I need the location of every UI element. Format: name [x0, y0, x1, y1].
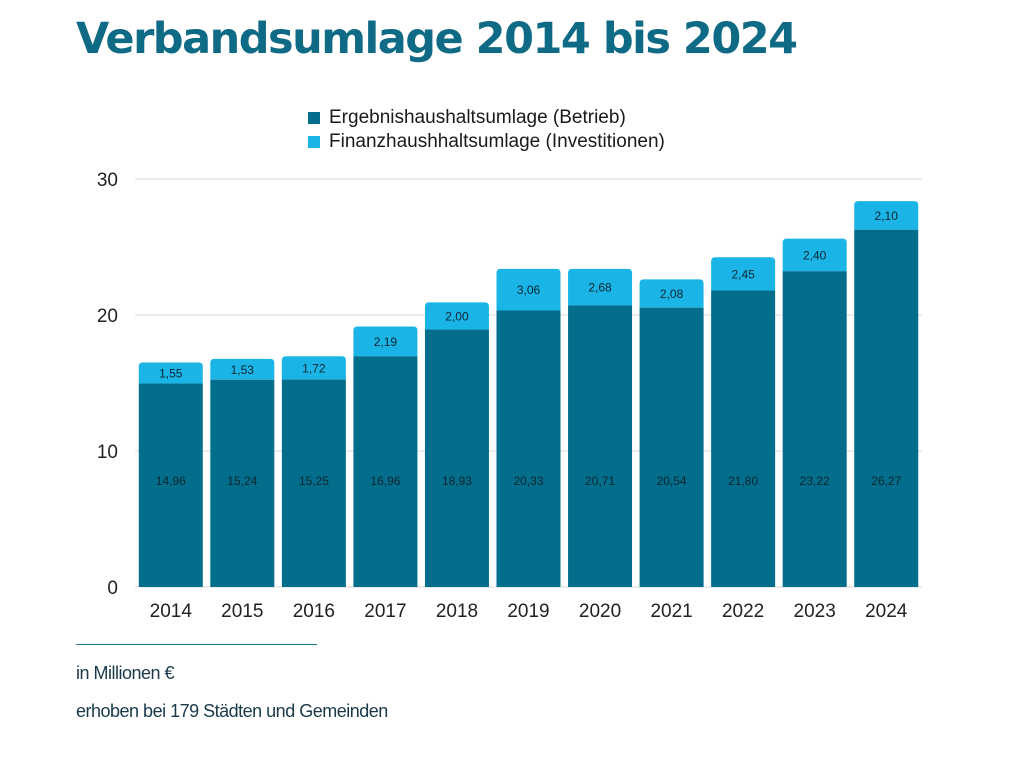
bar-investitionen-2023: [782, 238, 847, 272]
value-label-investitionen-2022: 2,45: [731, 267, 755, 281]
value-label-investitionen-2020: 2,68: [588, 281, 612, 295]
chart-title: Verbandsumlage 2014 bis 2024: [76, 14, 798, 64]
bar-betrieb-2019: [496, 310, 561, 587]
value-label-betrieb-2017: 16,96: [370, 474, 400, 488]
value-label-betrieb-2015: 15,24: [227, 474, 257, 488]
x-tick-label-2020: 2020: [579, 601, 621, 622]
bar-betrieb-2018: [424, 329, 489, 587]
bar-betrieb-2016: [281, 379, 346, 587]
x-tick-label-2021: 2021: [650, 601, 692, 622]
value-label-investitionen-2016: 1,72: [302, 361, 326, 375]
y-tick-label-30: 30: [97, 170, 118, 191]
value-label-betrieb-2014: 14,96: [156, 474, 186, 488]
legend: Ergebnishaushaltsumlage (Betrieb) Finanz…: [308, 106, 665, 154]
bar-investitionen-2017: [353, 326, 418, 357]
legend-swatch-investitionen: [308, 136, 320, 148]
x-tick-label-2014: 2014: [150, 601, 193, 622]
x-tick-label-2018: 2018: [436, 601, 478, 622]
value-label-investitionen-2017: 2,19: [374, 335, 398, 349]
bar-betrieb-2020: [568, 305, 633, 587]
unit-note: in Millionen €: [76, 663, 175, 683]
value-label-betrieb-2024: 26,27: [871, 474, 901, 488]
bar-betrieb-2021: [639, 307, 704, 587]
x-tick-label-2015: 2015: [221, 601, 263, 622]
y-tick-label-0: 0: [107, 578, 118, 599]
source-note: erhoben bei 179 Städten und Gemeinden: [76, 701, 388, 721]
bar-investitionen-2015: [210, 358, 275, 380]
x-tick-label-2023: 2023: [794, 601, 836, 622]
x-tick-label-2022: 2022: [722, 601, 764, 622]
bar-betrieb-2024: [854, 229, 919, 587]
legend-item-investitionen: Finanzhaushhaltsumlage (Investitionen): [308, 130, 665, 154]
value-label-investitionen-2023: 2,40: [803, 248, 827, 262]
legend-swatch-betrieb: [308, 112, 320, 124]
bar-investitionen-2019: [496, 268, 561, 311]
bar-betrieb-2017: [353, 356, 418, 587]
value-label-betrieb-2021: 20,54: [657, 474, 687, 488]
value-label-investitionen-2014: 1,55: [159, 367, 183, 381]
y-tick-label-20: 20: [97, 306, 118, 327]
value-label-betrieb-2022: 21,80: [728, 474, 758, 488]
value-label-investitionen-2018: 2,00: [445, 309, 469, 323]
legend-label-investitionen: Finanzhaushhaltsumlage (Investitionen): [329, 131, 665, 152]
value-label-investitionen-2015: 1,53: [231, 363, 255, 377]
value-label-betrieb-2018: 18,93: [442, 474, 472, 488]
value-label-investitionen-2024: 2,10: [875, 209, 899, 223]
bar-investitionen-2021: [639, 279, 704, 308]
bar-betrieb-2015: [210, 379, 275, 587]
value-label-betrieb-2016: 15,25: [299, 474, 329, 488]
x-tick-label-2019: 2019: [507, 601, 549, 622]
bar-betrieb-2014: [138, 383, 203, 587]
bar-investitionen-2024: [854, 201, 919, 230]
bar-investitionen-2022: [711, 257, 776, 291]
value-label-betrieb-2023: 23,22: [800, 474, 830, 488]
x-tick-label-2016: 2016: [293, 601, 335, 622]
bar-investitionen-2014: [138, 362, 203, 384]
y-tick-label-10: 10: [97, 442, 118, 463]
bar-betrieb-2023: [782, 271, 847, 587]
x-tick-label-2024: 2024: [865, 601, 908, 622]
legend-item-betrieb: Ergebnishaushaltsumlage (Betrieb): [308, 106, 665, 130]
value-label-betrieb-2019: 20,33: [513, 474, 543, 488]
value-label-betrieb-2020: 20,71: [585, 474, 615, 488]
legend-label-betrieb: Ergebnishaushaltsumlage (Betrieb): [329, 107, 626, 128]
x-tick-label-2017: 2017: [364, 601, 406, 622]
footnote-divider: [76, 644, 317, 645]
value-label-investitionen-2021: 2,08: [660, 287, 684, 301]
bar-betrieb-2022: [711, 290, 776, 587]
bar-investitionen-2020: [568, 268, 633, 306]
bar-investitionen-2018: [424, 302, 489, 330]
value-label-investitionen-2019: 3,06: [517, 283, 541, 297]
bar-investitionen-2016: [281, 356, 346, 380]
